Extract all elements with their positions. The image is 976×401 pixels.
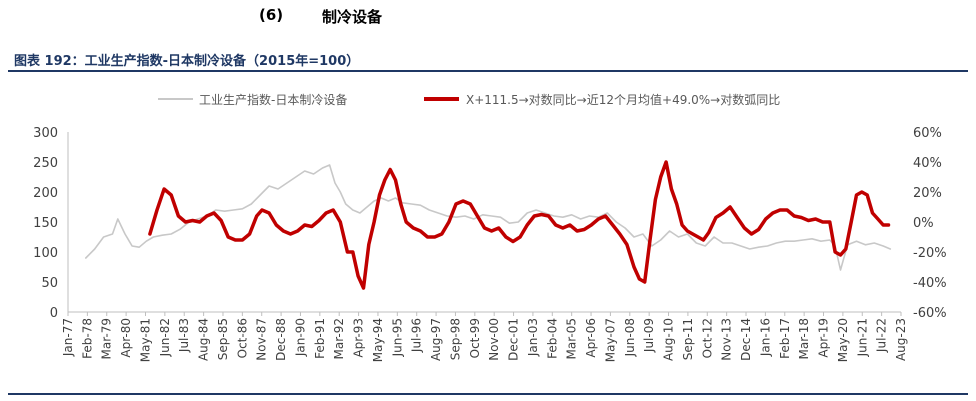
series-line-gray: [85, 164, 892, 271]
y-tick-label-left: 50: [41, 276, 58, 291]
x-tick-label: Sep-98: [448, 318, 462, 360]
title-divider: [8, 70, 968, 72]
x-tick-label: Sep-11: [681, 318, 695, 360]
y-tick-label-right: -60%: [913, 306, 947, 321]
figure-title: 图表 192：工业生产指数-日本制冷设备（2015年=100）: [14, 54, 360, 69]
y-axis-left: 0 50 100 150 200 250 300: [33, 126, 58, 321]
x-tick-label: Oct-12: [700, 318, 714, 358]
x-tick-label: Aug-97: [429, 318, 443, 361]
x-tick-label: Nov-87: [255, 318, 269, 361]
x-tick-label: Mar-18: [797, 318, 811, 359]
y-tick-label-left: 0: [50, 306, 58, 321]
y-axis-right: -60% -40% -20% 0% 20% 40% 60%: [913, 126, 947, 321]
x-tick-label: Nov-13: [720, 318, 734, 361]
y-tick-label-left: 300: [33, 126, 58, 141]
x-axis: Jan-77 Feb-78 Mar-79 Apr-80 May-81 Jun-82 Jul-…: [61, 312, 908, 362]
x-tick-label: Jul-09: [642, 318, 656, 353]
x-tick-label: Jul-83: [177, 318, 191, 353]
x-tick-label: Jun-21: [855, 318, 869, 357]
y-tick-label-left: 100: [33, 246, 58, 261]
x-tick-label: Apr-80: [119, 318, 133, 358]
x-tick-label: Mar-05: [565, 318, 579, 359]
x-tick-label: Mar-92: [332, 318, 346, 359]
y-tick-label-right: -40%: [913, 276, 947, 291]
y-tick-label-left: 150: [33, 216, 58, 231]
x-tick-label: Jul-22: [875, 318, 889, 353]
section-heading: (6) 制冷设备: [0, 6, 976, 30]
x-tick-label: May-07: [603, 318, 617, 362]
x-tick-label: Jan-90: [293, 318, 307, 357]
x-tick-label: Mar-79: [100, 318, 114, 359]
series-layer: [85, 160, 892, 290]
x-tick-label: Sep-85: [216, 318, 230, 360]
x-tick-label: Aug-10: [662, 318, 676, 361]
x-tick-label: Nov-00: [487, 318, 501, 361]
x-tick-label: Jan-77: [61, 318, 75, 357]
x-tick-label: Feb-78: [80, 318, 94, 359]
x-tick-label: Aug-23: [894, 318, 908, 361]
x-tick-label: Jun-08: [623, 318, 637, 357]
legend-label-gray: 工业生产指数-日本制冷设备: [199, 92, 347, 107]
x-tick-label: Dec-88: [274, 318, 288, 361]
y-tick-label-right: 0%: [913, 216, 934, 231]
x-tick-label: Feb-04: [545, 318, 559, 359]
x-tick-label: May-94: [371, 318, 385, 362]
y-tick-label-right: 40%: [913, 156, 942, 171]
x-tick-label: Apr-19: [817, 318, 831, 358]
x-tick-label: Dec-14: [739, 318, 753, 361]
legend: 工业生产指数-日本制冷设备 X+111.5→对数同比→近12个月均值+49.0%…: [158, 92, 780, 107]
x-tick-label: Oct-99: [468, 318, 482, 358]
x-tick-label: Apr-06: [584, 318, 598, 358]
chart-frame: [67, 132, 901, 313]
x-tick-label: Oct-86: [235, 318, 249, 358]
x-tick-label: Feb-17: [778, 318, 792, 359]
x-tick-label: May-81: [138, 318, 152, 362]
x-tick-label: Jun-95: [390, 318, 404, 357]
y-tick-label-right: 20%: [913, 186, 942, 201]
x-tick-label: Jun-82: [158, 318, 172, 357]
x-tick-label: Jan-03: [526, 318, 540, 357]
y-tick-label-left: 200: [33, 186, 58, 201]
section-title: 制冷设备: [322, 8, 383, 26]
bottom-divider: [8, 393, 968, 395]
x-tick-label: Aug-84: [197, 318, 211, 361]
x-tick-label: Jul-96: [410, 318, 424, 353]
x-tick-label: Jan-16: [758, 318, 772, 357]
x-tick-label: Feb-91: [313, 318, 327, 359]
legend-label-red: X+111.5→对数同比→近12个月均值+49.0%→对数弧同比: [466, 92, 780, 107]
section-number: (6): [259, 6, 284, 24]
y-tick-label-right: -20%: [913, 246, 947, 261]
series-line-red: [148, 160, 891, 290]
x-tick-label: Dec-01: [507, 318, 521, 361]
y-tick-label-right: 60%: [913, 126, 942, 141]
x-tick-label: Apr-93: [352, 318, 366, 358]
y-tick-label-left: 250: [33, 156, 58, 171]
x-tick-label: May-20: [836, 318, 850, 362]
